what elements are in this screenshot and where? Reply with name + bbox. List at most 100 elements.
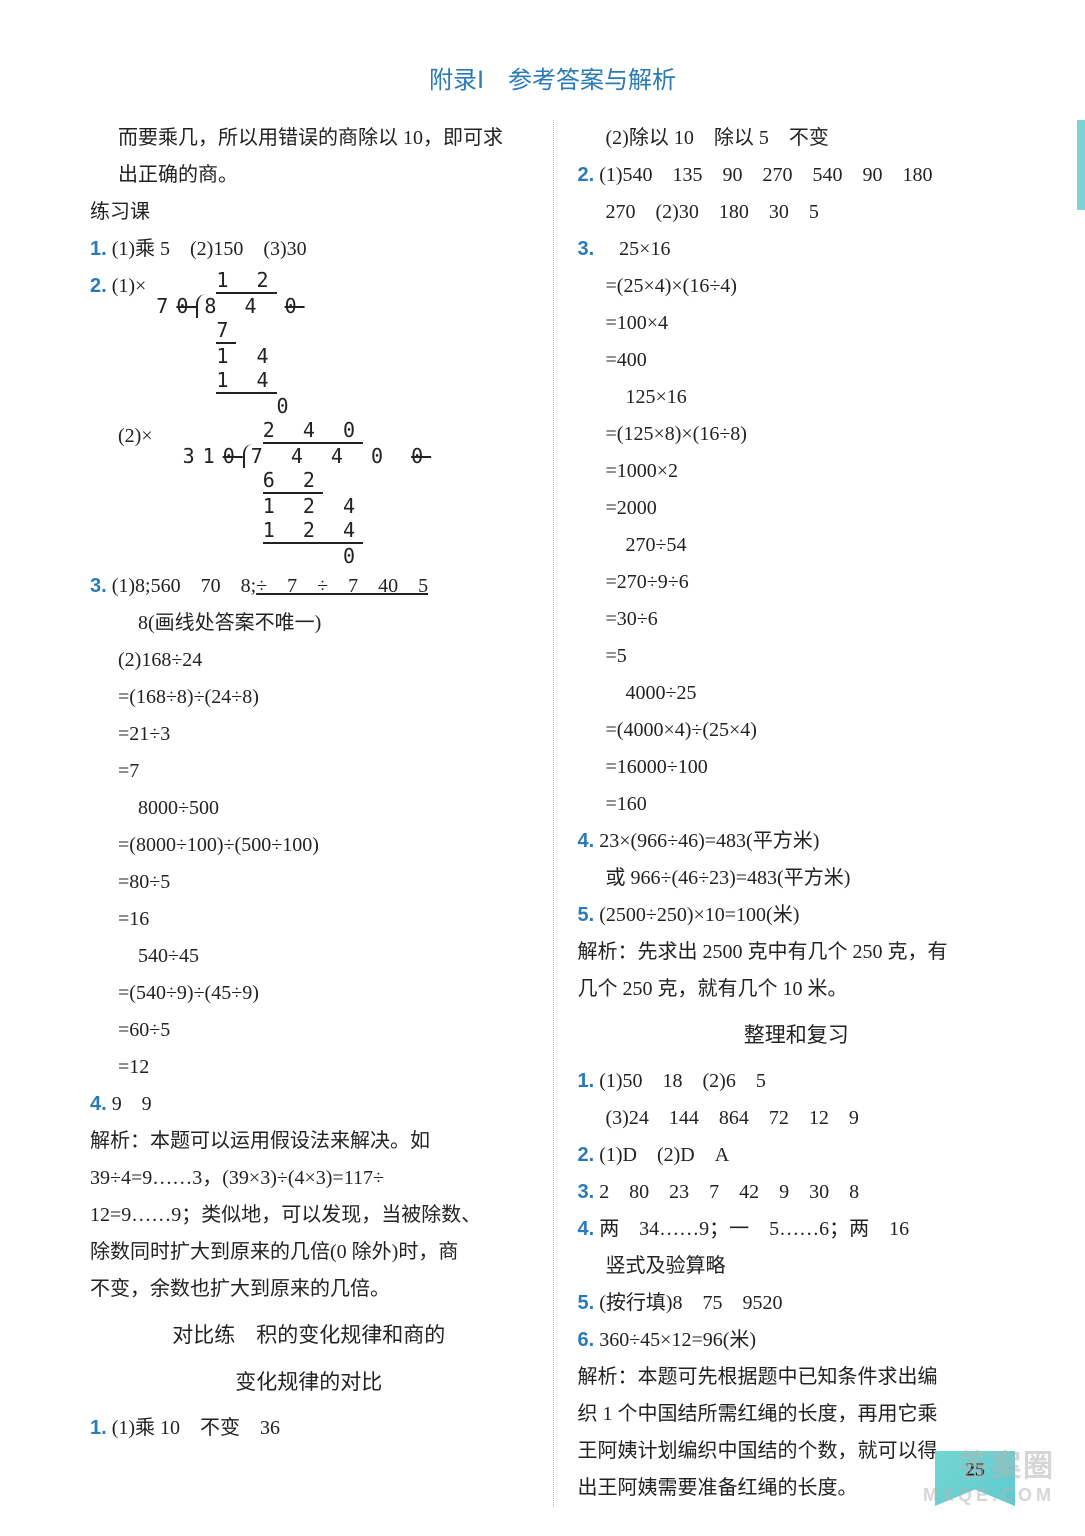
q3-l6: =7 (90, 753, 528, 790)
q1-text: (1)乘 5 (2)150 (3)30 (112, 238, 307, 260)
c-q2-l2: 270 (2)30 180 30 5 (578, 194, 1016, 231)
ld2-s1: 1 2 4 (263, 494, 363, 518)
page: 附录Ⅰ 参考答案与解析 而要乘几，所以用错误的商除以 10，即可求 出正确的商。… (0, 0, 1085, 1536)
ld1-s3: 0 (277, 394, 297, 418)
r-q3-text: 2 80 23 7 42 9 30 8 (599, 1181, 859, 1203)
ld1-s1: 1 4 (216, 344, 276, 368)
r-q6-num: 6. (578, 1329, 595, 1351)
q3-l11: 540÷45 (90, 938, 528, 975)
c-q3: 3. 25×16 (578, 231, 1016, 268)
analysis-l3: 12=9……9；类似地，可以发现，当被除数、 (90, 1197, 528, 1234)
r-q1: 1. (1)50 18 (2)6 5 (578, 1063, 1016, 1100)
q3-l9: =80÷5 (90, 864, 528, 901)
c-q3-l8: =2000 (578, 490, 1016, 527)
q3-l7: 8000÷500 (90, 790, 528, 827)
q4: 4. 9 9 (90, 1086, 528, 1123)
q3-l2: 8(画线处答案不唯一) (90, 605, 528, 642)
r-q1-num: 1. (578, 1070, 595, 1092)
r-q6-text: 360÷45×12=96(米) (599, 1329, 756, 1351)
r-q2-text: (1)D (2)D A (599, 1144, 729, 1166)
q3-l12: =(540÷9)÷(45÷9) (90, 975, 528, 1012)
c-q3-l5: 125×16 (578, 379, 1016, 416)
practice-title: 练习课 (90, 194, 528, 231)
ld1-divisor: 70 (156, 294, 196, 318)
analysis-l2: 39÷4=9……3，(39×3)÷(4×3)=117÷ (90, 1160, 528, 1197)
q4-num: 4. (90, 1093, 107, 1115)
r-q6: 6. 360÷45×12=96(米) (578, 1322, 1016, 1359)
c-q3-l16: =160 (578, 786, 1016, 823)
c-q2-l1: (1)540 135 90 270 540 90 180 (599, 164, 932, 186)
r-q4-l2: 竖式及验算略 (578, 1248, 1016, 1285)
q1-num: 1. (90, 238, 107, 260)
c-q3-l14: =(4000×4)÷(25×4) (578, 712, 1016, 749)
q3-l1a: (1)8;560 70 8; (112, 575, 256, 597)
q2-part1: 2. (1)× 1 2 708 4 0 7 1 4 1 4 0 (90, 268, 528, 418)
r-q5-num: 5. (578, 1292, 595, 1314)
analysis-l5: 不变，余数也扩大到原来的几倍。 (90, 1271, 528, 1308)
c-q3-l6: =(125×8)×(16÷8) (578, 416, 1016, 453)
ld1-quotient: 1 2 (216, 268, 276, 294)
review-title: 整理和复习 (578, 1016, 1016, 1055)
q3-l1b: ÷ 7 ÷ 7 40 5 (256, 575, 428, 597)
c-q3-l7: =1000×2 (578, 453, 1016, 490)
ld2-divisor: 310 (183, 444, 243, 468)
r-q3-num: 3. (578, 1181, 595, 1203)
c-q3-l11: =30÷6 (578, 601, 1016, 638)
column-divider (553, 120, 554, 1507)
q3-l10: =16 (90, 901, 528, 938)
ld2-quotient: 2 4 0 (263, 418, 363, 444)
contrast-title-1: 对比练 积的变化规律和商的 (90, 1316, 528, 1355)
r-analysis-l1: 解析：本题可先根据题中已知条件求出编 (578, 1359, 1016, 1396)
left-column: 而要乘几，所以用错误的商除以 10，即可求 出正确的商。 练习课 1. (1)乘… (90, 120, 538, 1507)
intro-line-1: 而要乘几，所以用错误的商除以 10，即可求 (90, 120, 528, 157)
ld2-s2: 1 2 4 (263, 518, 363, 544)
c-q4-l2: 或 966÷(46÷23)=483(平方米) (578, 860, 1016, 897)
q2-label1: (1)× (112, 275, 147, 297)
c-q3-l10: =270÷9÷6 (578, 564, 1016, 601)
c-q1: 1. (1)乘 10 不变 36 (90, 1410, 528, 1447)
c-q3-l13: 4000÷25 (578, 675, 1016, 712)
c-q4-num: 4. (578, 830, 595, 852)
q3: 3. (1)8;560 70 8;÷ 7 ÷ 7 40 5 (90, 568, 528, 605)
c-q3-l15: =16000÷100 (578, 749, 1016, 786)
c-q4-l1: 23×(966÷46)=483(平方米) (599, 830, 819, 852)
q3-l13: =60÷5 (90, 1012, 528, 1049)
ld1-s0: 7 (216, 318, 236, 344)
right-column: (2)除以 10 除以 5 不变 2. (1)540 135 90 270 54… (568, 120, 1016, 1507)
analysis-l4: 除数同时扩大到原来的几倍(0 除外)时，商 (90, 1234, 528, 1271)
c-q4: 4. 23×(966÷46)=483(平方米) (578, 823, 1016, 860)
c-q5: 5. (2500÷250)×10=100(米) (578, 897, 1016, 934)
r-analysis-l2: 织 1 个中国结所需红绳的长度，再用它乘 (578, 1396, 1016, 1433)
r-q4-num: 4. (578, 1218, 595, 1240)
ld2-s0: 6 2 (263, 468, 323, 494)
q2-label2: (2)× (118, 418, 153, 455)
analysis-l1: 解析：本题可以运用假设法来解决。如 (90, 1123, 528, 1160)
long-division-1: 1 2 708 4 0 7 1 4 1 4 0 (156, 268, 304, 418)
r-q5-text: (按行填)8 75 9520 (599, 1292, 782, 1314)
c-q1-text: (1)乘 10 不变 36 (112, 1417, 280, 1439)
c-q5-text: (2500÷250)×10=100(米) (599, 904, 799, 926)
c-q3-l3: =100×4 (578, 305, 1016, 342)
r-q3: 3. 2 80 23 7 42 9 30 8 (578, 1174, 1016, 1211)
q3-l5: =21÷3 (90, 716, 528, 753)
r-q4: 4. 两 34……9；一 5……6；两 16 (578, 1211, 1016, 1248)
q2-part2: (2)× 2 4 0 3107 4 4 0 0 6 2 1 2 4 1 2 4 … (90, 418, 528, 568)
long-division-2: 2 4 0 3107 4 4 0 0 6 2 1 2 4 1 2 4 0 (183, 418, 432, 568)
columns: 而要乘几，所以用错误的商除以 10，即可求 出正确的商。 练习课 1. (1)乘… (90, 120, 1015, 1507)
r-q5: 5. (按行填)8 75 9520 (578, 1285, 1016, 1322)
ld2-s3: 0 (343, 544, 363, 568)
q3-l3: (2)168÷24 (90, 642, 528, 679)
ld1-dividend: 8 4 0 (196, 294, 304, 318)
r-q1-l2: (3)24 144 864 72 12 9 (578, 1100, 1016, 1137)
q4-text: 9 9 (112, 1093, 152, 1115)
r-q4-l1: 两 34……9；一 5……6；两 16 (599, 1218, 909, 1240)
q3-l14: =12 (90, 1049, 528, 1086)
c-q3-l12: =5 (578, 638, 1016, 675)
c-q5-num: 5. (578, 904, 595, 926)
q1: 1. (1)乘 5 (2)150 (3)30 (90, 231, 528, 268)
ld1-s2: 1 4 (216, 368, 276, 394)
contrast-title-2: 变化规律的对比 (90, 1363, 528, 1402)
r-q2: 2. (1)D (2)D A (578, 1137, 1016, 1174)
q2-num: 2. (1)× (90, 268, 146, 305)
c-q3-num: 3. (578, 238, 595, 260)
